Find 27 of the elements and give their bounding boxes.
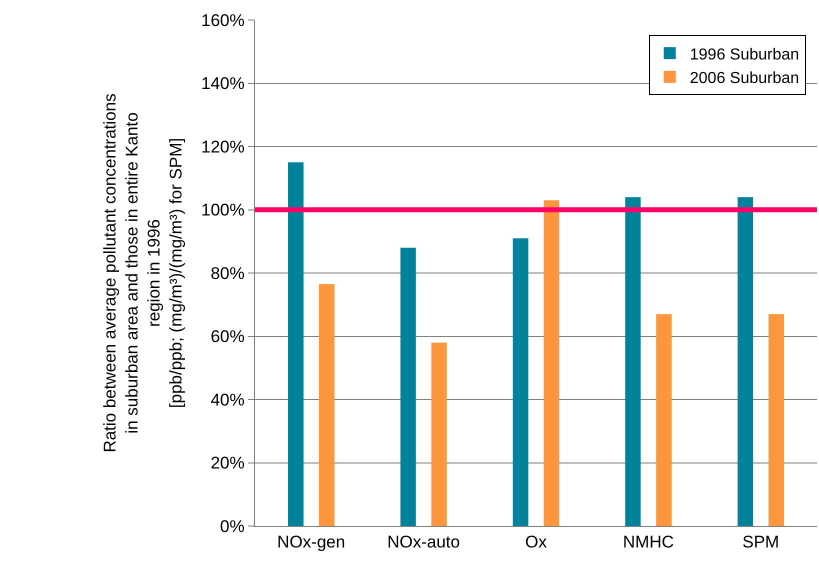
y-tick-label: 160% <box>201 10 245 30</box>
bar <box>625 197 641 526</box>
bar <box>318 284 334 526</box>
y-tick-label: 60% <box>210 327 245 346</box>
y-tick-label: 120% <box>201 137 245 156</box>
x-tick-label: Ox <box>525 532 548 552</box>
bar <box>544 200 560 526</box>
legend-label: 1996 Suburban <box>690 46 800 64</box>
x-tick-label: NMHC <box>622 532 674 552</box>
x-tick-label: NOx-auto <box>387 532 460 552</box>
x-tick-label: NOx-gen <box>277 532 346 552</box>
bar <box>656 314 672 526</box>
y-tick-label: 20% <box>210 454 245 473</box>
legend-label: 2006 Suburban <box>690 70 800 88</box>
y-axis-title: Ratio between average pollutant concentrations in suburban area and those in entire Kanto region in 1996 [ppb/ppb; (mg/m³)/(mg/m³) for SPM] <box>100 93 186 453</box>
bar <box>738 197 754 526</box>
y-tick-label: 40% <box>210 390 245 410</box>
y-tick-label: 100% <box>201 200 245 220</box>
y-tick-label: 0% <box>220 516 245 536</box>
y-tick-label: 80% <box>210 264 245 283</box>
bar <box>431 342 447 526</box>
y-tick-label: 140% <box>201 74 245 94</box>
bar <box>400 248 416 526</box>
bar <box>288 162 304 526</box>
x-tick-label: SPM <box>742 532 780 552</box>
bar <box>768 314 784 526</box>
bar <box>512 238 528 526</box>
